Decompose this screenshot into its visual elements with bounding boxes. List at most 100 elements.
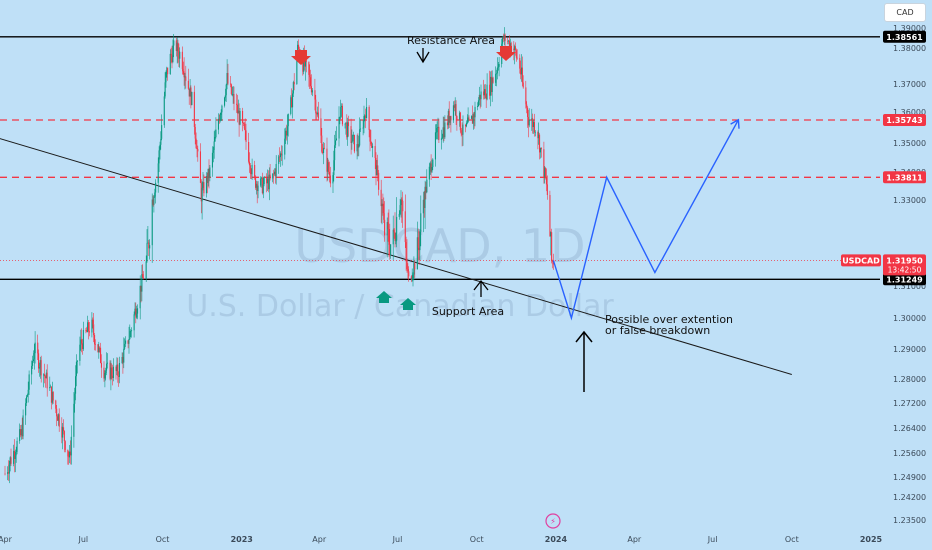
candle-body [287, 113, 289, 127]
candle-body [404, 211, 406, 243]
candle-body [327, 162, 329, 172]
candle-body [378, 172, 380, 190]
candle-body [129, 331, 131, 340]
candle-body [516, 57, 518, 59]
candle-body [55, 400, 57, 409]
candle-body [376, 165, 378, 176]
candle-body [207, 168, 209, 183]
candle-body [388, 229, 390, 245]
candle-body [206, 176, 208, 183]
candle-body [100, 347, 102, 363]
price-tick: 1.28000 [893, 375, 926, 384]
candle-body [296, 56, 298, 85]
green-up-marker-icon [376, 291, 392, 303]
candle-body [58, 414, 60, 427]
candle-body [93, 324, 95, 336]
candle-body [184, 76, 186, 78]
candle-body [392, 229, 394, 245]
candle-body [320, 118, 322, 136]
candle-body [411, 278, 413, 281]
candle-body [545, 178, 547, 185]
candle-body [236, 104, 238, 114]
candle-body [173, 40, 175, 46]
candle-body [197, 149, 199, 152]
candle-body [31, 365, 33, 375]
price-tick: 1.37000 [893, 80, 926, 89]
candle-body [291, 97, 293, 108]
candle-body [32, 361, 34, 366]
projection-path [552, 119, 740, 321]
candle-body [117, 364, 119, 376]
candle-body [172, 45, 174, 62]
candle-body [502, 37, 504, 44]
candle-body [390, 244, 392, 255]
candle-body [309, 74, 311, 78]
candle-body [344, 123, 346, 125]
candle-body [492, 77, 494, 83]
candle-body [125, 340, 127, 344]
candle-body [442, 127, 444, 138]
candle-body [440, 138, 442, 140]
candle-body [423, 199, 425, 208]
candle-body [224, 97, 226, 106]
candle-body [497, 66, 499, 68]
currency-selector-button[interactable]: CAD [884, 3, 926, 22]
candle-body [363, 116, 365, 128]
candle-body [394, 232, 396, 241]
candle-body [286, 126, 288, 136]
candle-body [110, 367, 112, 379]
candle-body [477, 100, 479, 106]
candle-body [248, 161, 250, 166]
candle-body [443, 127, 445, 138]
candle-body [461, 134, 463, 135]
candle-body [141, 274, 143, 292]
time-axis[interactable]: Apr Jul Oct 2023 Apr Jul Oct 2024 Apr Jul Oct 2025 [0, 535, 883, 544]
candle-body [399, 205, 401, 214]
time-tick: Jul [77, 535, 88, 544]
level-price-label: 1.31249 [886, 275, 923, 284]
watermark-symbol: USDCAD, 1D [294, 219, 585, 273]
candle-body [104, 373, 106, 379]
possible-label-line2: or false breakdown [605, 324, 710, 337]
candle-body [238, 110, 240, 125]
candle-body [498, 64, 500, 67]
candle-body [465, 122, 467, 127]
candle-body [81, 343, 83, 349]
candle-body [419, 231, 421, 251]
candle-body [237, 110, 239, 114]
possible-label-line1: Possible over extention [605, 313, 733, 326]
candle-body [484, 89, 486, 99]
candle-body [34, 342, 36, 354]
candle-body [4, 473, 6, 475]
candle-body [185, 76, 187, 81]
candle-body [267, 178, 269, 190]
candle-body [471, 116, 473, 119]
candle-body [431, 167, 433, 172]
watermark-name: U.S. Dollar / Canadian Dollar [186, 289, 614, 324]
candle-body [13, 450, 15, 464]
candle-body [244, 128, 246, 131]
annotation-layer: Resistance Area Support Area Possible ov… [291, 34, 733, 529]
candle-body [196, 148, 198, 150]
candle-body [21, 429, 23, 437]
candle-body [279, 153, 281, 158]
candle-body [52, 391, 54, 401]
candle-body [527, 107, 529, 117]
candle-body [74, 393, 76, 404]
candle-body [540, 147, 542, 150]
candle-body [447, 110, 449, 126]
lightning-icon: ⚡ [550, 517, 556, 526]
candle-body [369, 129, 371, 142]
candle-body [243, 123, 245, 129]
candle-body [417, 237, 419, 248]
candle-body [280, 153, 282, 155]
candle-body [334, 145, 336, 161]
candle-body [279, 156, 281, 158]
candle-body [262, 184, 264, 194]
candle-body [179, 51, 181, 59]
candle-body [382, 203, 384, 214]
candle-body [486, 84, 488, 100]
